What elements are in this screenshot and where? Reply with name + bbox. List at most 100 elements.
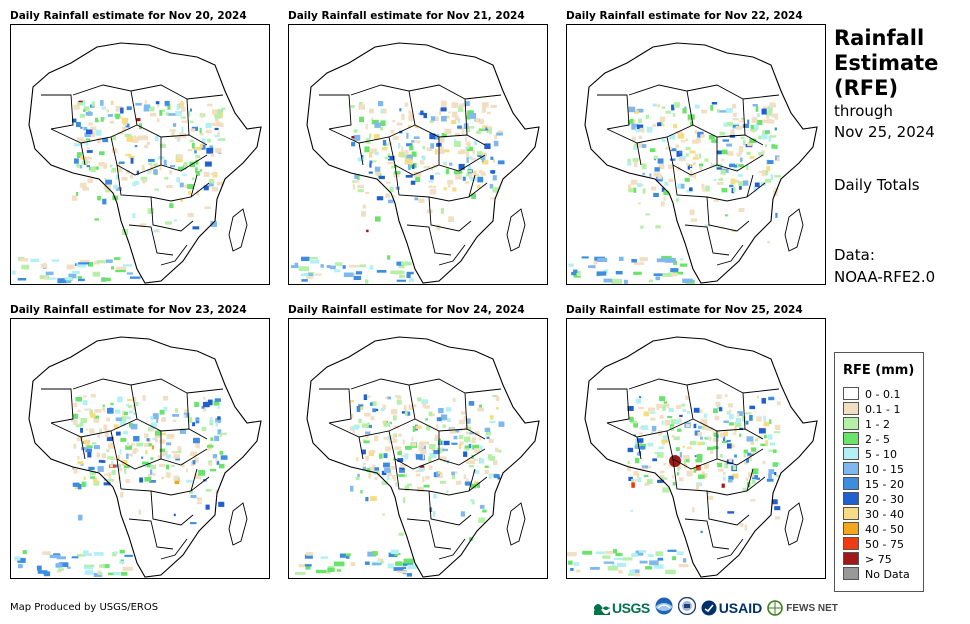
rain-cell xyxy=(641,465,649,469)
rain-cell xyxy=(488,131,492,135)
rain-cell xyxy=(140,176,148,181)
rain-cell xyxy=(429,133,436,140)
rain-cell xyxy=(744,524,748,531)
rain-cell xyxy=(680,140,686,143)
rain-cell xyxy=(746,458,749,463)
rain-cell xyxy=(105,179,112,185)
rain-cell xyxy=(44,276,48,280)
legend-label: 15 - 20 xyxy=(865,478,904,491)
rain-cell xyxy=(370,117,374,121)
rain-cell xyxy=(655,225,661,229)
rain-cell xyxy=(139,123,142,130)
rain-cell xyxy=(384,156,390,160)
rain-cell xyxy=(726,108,733,113)
rain-cell xyxy=(656,403,663,409)
rain-cell xyxy=(156,118,160,123)
rain-cell xyxy=(495,396,500,402)
rain-cell xyxy=(458,104,463,110)
rain-cell xyxy=(708,135,715,140)
rain-cell xyxy=(91,101,95,107)
rain-cell xyxy=(686,153,689,157)
rain-cell xyxy=(639,257,648,262)
rain-cell xyxy=(775,144,778,150)
logo-strip: USGS USAID FEWS NET xyxy=(594,596,838,618)
rain-cell xyxy=(672,482,677,486)
rain-cell xyxy=(760,443,767,446)
rain-cell xyxy=(639,560,648,564)
rain-cell xyxy=(84,564,95,568)
rain-cell xyxy=(196,501,203,505)
rain-cell xyxy=(686,470,693,477)
rain-cell xyxy=(370,148,377,154)
rain-cell xyxy=(420,449,427,454)
rain-cell xyxy=(476,151,483,156)
country-border xyxy=(136,124,208,146)
country-border xyxy=(686,378,746,430)
rain-cell xyxy=(369,152,373,158)
rain-cell xyxy=(716,165,722,170)
rain-cell xyxy=(315,273,323,276)
legend-swatch xyxy=(843,537,859,550)
rain-cell xyxy=(752,474,758,480)
rain-cell xyxy=(439,480,446,484)
rain-cell xyxy=(121,416,127,422)
rain-cell xyxy=(763,415,766,422)
rain-cell xyxy=(385,396,389,399)
country-border xyxy=(464,94,502,100)
rain-cell xyxy=(633,143,639,148)
rain-cell xyxy=(445,168,449,175)
rain-cell xyxy=(339,553,346,558)
rain-cell xyxy=(168,113,176,116)
country-border xyxy=(408,378,468,430)
rain-cell xyxy=(143,179,146,184)
legend-label: No Data xyxy=(865,568,910,581)
rain-cell xyxy=(187,149,193,152)
rain-cell xyxy=(148,106,155,112)
rain-cell xyxy=(192,422,196,427)
rain-cell xyxy=(119,549,125,554)
rain-cell xyxy=(75,396,82,402)
rain-cell xyxy=(741,117,745,120)
rain-cell xyxy=(105,189,110,193)
rain-cell xyxy=(678,564,689,568)
rain-cell xyxy=(676,150,683,157)
rain-cell xyxy=(86,129,93,135)
rain-cell xyxy=(196,189,200,196)
rain-cell xyxy=(315,569,327,574)
rain-cell xyxy=(603,561,615,564)
rain-cell xyxy=(693,423,697,429)
rain-cell xyxy=(399,274,405,278)
rain-cell xyxy=(633,422,638,428)
coastline xyxy=(306,42,540,284)
rain-cell xyxy=(472,444,479,450)
rain-cell xyxy=(122,566,133,571)
rain-cell xyxy=(367,551,376,557)
rain-cell xyxy=(175,157,183,163)
rain-cell xyxy=(144,433,149,438)
rain-cell xyxy=(498,421,505,427)
rain-cell xyxy=(407,483,412,486)
rain-cell xyxy=(629,416,634,422)
rain-cell xyxy=(727,511,735,514)
rain-cell xyxy=(767,434,773,440)
rain-cell xyxy=(657,104,660,108)
rain-cell xyxy=(194,473,201,479)
rain-cell xyxy=(698,425,703,429)
rain-cell xyxy=(631,482,635,488)
rain-cell xyxy=(78,262,90,265)
rain-cell xyxy=(457,118,461,124)
legend-swatch xyxy=(843,402,859,415)
country-border xyxy=(328,418,416,438)
rain-cell xyxy=(468,156,473,159)
country-border xyxy=(136,418,208,440)
legend-label: > 75 xyxy=(865,553,892,566)
rain-cell xyxy=(399,130,403,134)
rain-cell xyxy=(732,229,737,232)
rainfall-map xyxy=(10,318,270,579)
rain-cell xyxy=(73,467,78,474)
rain-cell xyxy=(634,110,639,114)
panel-nov-24: Daily Rainfall estimate for Nov 24, 2024 xyxy=(288,304,548,579)
rain-cell xyxy=(746,436,754,442)
through-label: through xyxy=(834,102,893,120)
country-border xyxy=(406,224,452,256)
